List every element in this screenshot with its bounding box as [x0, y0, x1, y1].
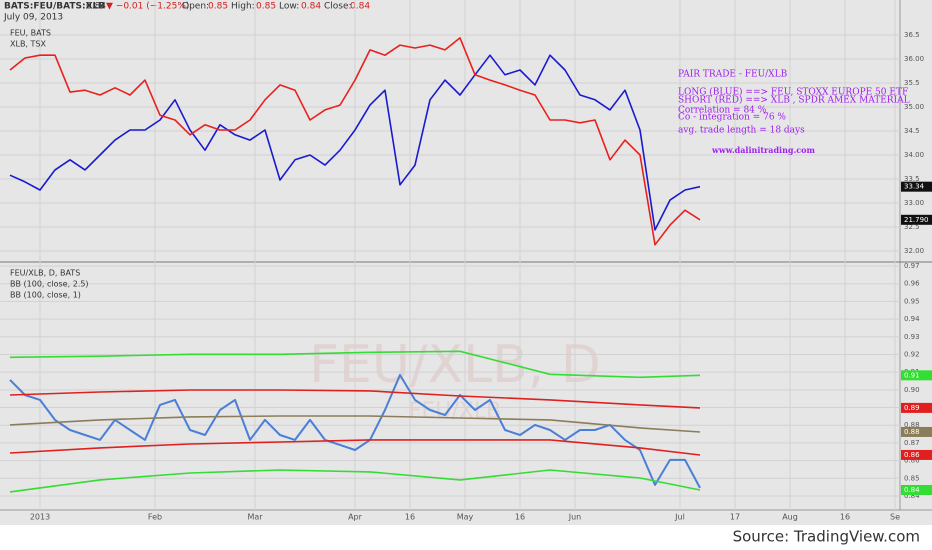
- x-tick-label: Aug: [782, 513, 798, 522]
- close: 0.84: [350, 2, 370, 12]
- series-line: [9, 350, 701, 379]
- high-label: High:: [231, 2, 255, 12]
- change: ▼ −0.01 (−1.25%): [106, 2, 189, 12]
- legend-entry: BB (100, close, 1): [10, 291, 81, 300]
- y-tick-label: 0.84: [904, 492, 920, 500]
- price-tag-label: 21.790: [904, 216, 929, 224]
- y-tick-label: 36.00: [904, 55, 924, 63]
- price-tag-label: 0.84: [904, 486, 920, 494]
- y-tick-label: 0.92: [904, 350, 920, 358]
- y-tick-label: 34.00: [904, 151, 924, 159]
- x-tick-label: Mar: [247, 513, 263, 522]
- y-tick-label: 33.00: [904, 199, 924, 207]
- price-tag: [901, 484, 932, 495]
- series-line: [9, 374, 701, 489]
- y-tick-label: 32.00: [904, 247, 924, 255]
- x-tick-label: Feb: [148, 513, 162, 522]
- y-tick-label: 0.96: [904, 280, 920, 288]
- y-tick-label: 36.5: [904, 31, 920, 39]
- open-label: Open:: [182, 2, 209, 12]
- legend-entry: BB (100, close, 2.5): [10, 280, 89, 289]
- header: BATS:FEU/BATS:XLB 0.84 ▼ −0.01 (−1.25%) …: [3, 2, 370, 23]
- price-tag-label: 0.89: [904, 404, 920, 412]
- x-tick-label: Jul: [674, 513, 685, 522]
- labels: 32.00 32.5 33.00 33.5 34.00 34.5 35.00 35.5 36.0…: [10, 29, 932, 522]
- y-tick-label: 0.95: [904, 297, 920, 305]
- price-tag-label: 0.91: [904, 371, 920, 379]
- y-tick-label: 0.97: [904, 262, 920, 270]
- lines: [9, 37, 701, 493]
- price-tag: [901, 370, 932, 381]
- grid: [0, 0, 900, 510]
- date: July 09, 2013: [3, 13, 63, 23]
- price-tag: [901, 402, 932, 413]
- x-tick-label: 2013: [30, 513, 50, 522]
- y-tick-label: 35.00: [904, 103, 924, 111]
- y-tick-label: 32.5: [904, 223, 920, 231]
- open: 0.85: [208, 2, 228, 12]
- last: 0.84: [86, 2, 106, 12]
- series-line: [9, 415, 701, 433]
- annotation: Correlation = 84 %: [678, 106, 767, 116]
- y-tick-label: 0.93: [904, 333, 920, 341]
- series-line: [9, 37, 701, 246]
- price-axis-bg: [900, 0, 932, 510]
- y-tick-label: 34.5: [904, 127, 920, 135]
- price-tag-label: 33.34: [904, 183, 925, 191]
- legend-entry: FEU, BATS: [10, 29, 51, 38]
- x-tick-label: 16: [405, 513, 415, 522]
- x-tick-label: May: [457, 513, 474, 522]
- x-tick-label: Se: [890, 513, 900, 522]
- legend-entry: FEU/XLB, D, BATS: [10, 269, 80, 278]
- low-label: Low:: [279, 2, 299, 12]
- x-tick-label: 16: [515, 513, 525, 522]
- price-tag: [901, 449, 932, 460]
- annotation: SHORT (RED) ==> XLB , SPDR AMEX MATERIAL: [678, 95, 910, 106]
- series-line: [9, 469, 701, 493]
- y-tick-label: 0.90: [904, 386, 920, 394]
- annotation: LONG (BLUE) ==> FEU, STOXX EUROPE 50 ETF: [678, 87, 908, 98]
- price-tag: [901, 181, 932, 192]
- price-tag-label: 0.86: [904, 451, 920, 459]
- y-tick-label: 0.94: [904, 315, 920, 323]
- y-tick-label: 33.5: [904, 175, 920, 183]
- price-tag: [901, 214, 932, 225]
- x-tick-label: Jun: [568, 513, 582, 522]
- low: 0.84: [301, 2, 321, 12]
- annotation: avg. trade length = 18 days: [678, 126, 805, 136]
- series-line: [9, 389, 701, 409]
- source: Source: TradingView.com: [733, 528, 920, 546]
- x-tick-label: Apr: [348, 513, 363, 522]
- y-tick-label: 0.88: [904, 421, 920, 429]
- y-tick-label: 35.5: [904, 79, 920, 87]
- series-line: [9, 54, 701, 231]
- annotation: Co - integration = 76 %: [678, 113, 786, 123]
- legend-entry: XLB, TSX: [10, 40, 46, 49]
- series-line: [9, 439, 701, 456]
- annotation: PAIR TRADE - FEU/XLB: [678, 70, 788, 80]
- price-tag-label: 0.88: [904, 428, 920, 436]
- close-label: Close:: [324, 2, 352, 12]
- watermark: FEU/XLB, D: [309, 335, 601, 395]
- symbol: BATS:FEU/BATS:XLB: [4, 2, 105, 12]
- annotation: www.dalinitrading.com: [711, 145, 815, 155]
- price-tag: [901, 426, 932, 437]
- footer: [0, 525, 932, 550]
- y-tick-label: 0.85: [904, 474, 920, 482]
- x-tick-label: 16: [840, 513, 850, 522]
- y-tick-label: 0.87: [904, 439, 920, 447]
- y-tick-label: 0.86: [904, 457, 920, 465]
- high: 0.85: [256, 2, 276, 12]
- x-tick-label: 17: [730, 513, 740, 522]
